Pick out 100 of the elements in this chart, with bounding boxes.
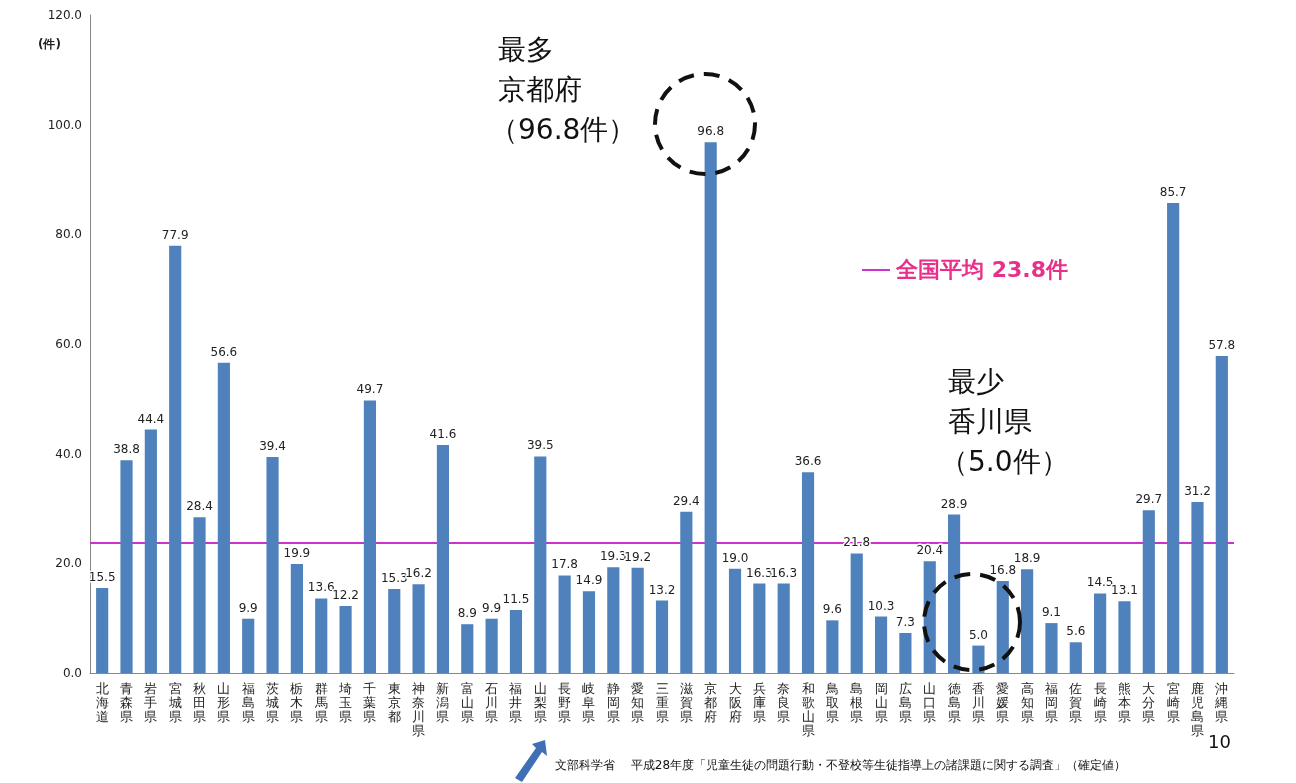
x-tick-label: 愛知県 bbox=[631, 680, 645, 724]
x-tick-label: 新潟県 bbox=[436, 680, 450, 724]
data-label: 9.9 bbox=[238, 600, 258, 615]
x-tick-label: 鹿児島県 bbox=[1190, 680, 1204, 738]
x-tick-label: 茨城県 bbox=[265, 680, 280, 724]
data-label: 15.5 bbox=[88, 570, 116, 585]
x-tick-label: 広島県 bbox=[898, 680, 912, 724]
data-label: 12.2 bbox=[332, 588, 359, 603]
x-tick-label: 東京都 bbox=[387, 680, 401, 724]
data-label: 20.4 bbox=[916, 543, 944, 558]
bar bbox=[1045, 623, 1058, 673]
legend-label: 全国平均 23.8件 bbox=[895, 256, 1068, 282]
x-tick-label: 鳥取県 bbox=[824, 680, 839, 724]
bar bbox=[874, 616, 888, 673]
data-label: 9.6 bbox=[822, 602, 842, 617]
x-tick-label: 香川県 bbox=[971, 680, 985, 724]
data-label: 31.2 bbox=[1184, 483, 1211, 498]
annotation: 香川県 bbox=[948, 405, 1032, 438]
data-label: 19.9 bbox=[283, 545, 311, 560]
data-label: 9.1 bbox=[1041, 605, 1061, 620]
data-label: 11.5 bbox=[502, 591, 530, 606]
data-label: 49.7 bbox=[356, 382, 384, 397]
bar bbox=[728, 568, 742, 673]
data-label: 8.9 bbox=[457, 606, 477, 621]
data-label: 28.4 bbox=[186, 499, 213, 514]
data-label: 13.6 bbox=[307, 580, 335, 595]
x-tick-label: 長崎県 bbox=[1093, 680, 1107, 724]
bar bbox=[607, 567, 620, 673]
y-axis-title: (件) bbox=[38, 37, 61, 51]
bar bbox=[96, 588, 109, 673]
y-tick-label: 120.0 bbox=[47, 8, 82, 22]
bar bbox=[948, 514, 961, 673]
annotation: （5.0件） bbox=[940, 445, 1069, 478]
x-tick-label: 北海道 bbox=[95, 680, 109, 724]
bar bbox=[582, 591, 596, 673]
bar bbox=[704, 142, 717, 673]
bar bbox=[388, 589, 401, 673]
bar bbox=[461, 624, 474, 673]
bar bbox=[850, 553, 863, 673]
x-tick-label: 岡山県 bbox=[874, 680, 888, 724]
data-label: 56.6 bbox=[210, 344, 238, 359]
bar bbox=[1069, 642, 1082, 673]
data-label: 44.4 bbox=[137, 411, 165, 426]
bar bbox=[315, 598, 328, 673]
data-label: 85.7 bbox=[1159, 185, 1187, 200]
bar bbox=[996, 580, 1009, 673]
data-label: 7.3 bbox=[895, 614, 915, 629]
text: 文部科学省 平成28年度「児童生徒の問題行動・不登校等生徒指導上の諸課題に関する調査」（確定値） bbox=[555, 757, 1127, 772]
x-tick-label: 宮崎県 bbox=[1166, 680, 1180, 724]
x-tick-label: 神奈川県 bbox=[412, 680, 426, 738]
y-tick-label: 40.0 bbox=[55, 446, 82, 461]
bar bbox=[631, 567, 644, 673]
bar bbox=[1167, 203, 1180, 673]
y-tick-label: 60.0 bbox=[55, 337, 82, 351]
bar bbox=[217, 362, 230, 673]
x-tick-label: 福島県 bbox=[241, 680, 255, 724]
bar bbox=[1118, 601, 1131, 673]
annotation: 最多 bbox=[498, 33, 554, 66]
bar bbox=[120, 460, 133, 673]
x-tick-label: 大阪府 bbox=[728, 680, 742, 724]
bar bbox=[363, 400, 376, 673]
x-tick-label: 大分県 bbox=[1142, 680, 1156, 724]
x-tick-label: 京都府 bbox=[704, 680, 718, 724]
bar bbox=[436, 444, 450, 673]
data-label: 13.1 bbox=[1111, 583, 1138, 598]
bar bbox=[753, 583, 766, 673]
x-tick-label: 岐阜県 bbox=[582, 680, 596, 724]
data-label: 38.8 bbox=[113, 442, 140, 457]
bar bbox=[144, 429, 157, 673]
x-tick-label: 福井県 bbox=[509, 680, 523, 724]
x-tick-label: 青森県 bbox=[120, 680, 134, 724]
bar bbox=[290, 563, 303, 673]
bar bbox=[339, 606, 352, 673]
x-tick-label: 和歌山県 bbox=[801, 680, 815, 738]
y-tick-label: 100.0 bbox=[47, 117, 82, 132]
data-label: 41.6 bbox=[429, 426, 457, 441]
data-label: 28.9 bbox=[940, 496, 968, 511]
data-label: 5.0 bbox=[968, 627, 988, 642]
x-tick-label: 奈良県 bbox=[777, 680, 791, 724]
text: 10 bbox=[1208, 730, 1231, 752]
data-label: 16.3 bbox=[746, 565, 773, 580]
data-label: 5.6 bbox=[1066, 624, 1086, 639]
x-tick-label: 佐賀県 bbox=[1069, 680, 1083, 724]
annotation: 最少 bbox=[948, 365, 1004, 398]
bar bbox=[1191, 501, 1204, 673]
bar bbox=[412, 584, 425, 673]
x-tick-label: 宮城県 bbox=[167, 680, 182, 724]
x-tick-label: 高知県 bbox=[1020, 680, 1034, 724]
x-tick-label: 栃木県 bbox=[290, 680, 304, 724]
x-tick-label: 埼玉県 bbox=[338, 680, 353, 724]
x-tick-label: 兵庫県 bbox=[752, 680, 766, 724]
data-label: 19.2 bbox=[624, 549, 652, 564]
data-label: 15.3 bbox=[380, 571, 408, 586]
x-tick-label: 福岡県 bbox=[1044, 680, 1058, 724]
bar bbox=[242, 618, 255, 673]
bar bbox=[899, 632, 912, 673]
y-tick-label: 80.0 bbox=[55, 227, 82, 242]
y-tick-label: 0.0 bbox=[62, 666, 82, 680]
x-tick-label: 滋賀県 bbox=[679, 680, 693, 724]
bar bbox=[1021, 569, 1034, 673]
